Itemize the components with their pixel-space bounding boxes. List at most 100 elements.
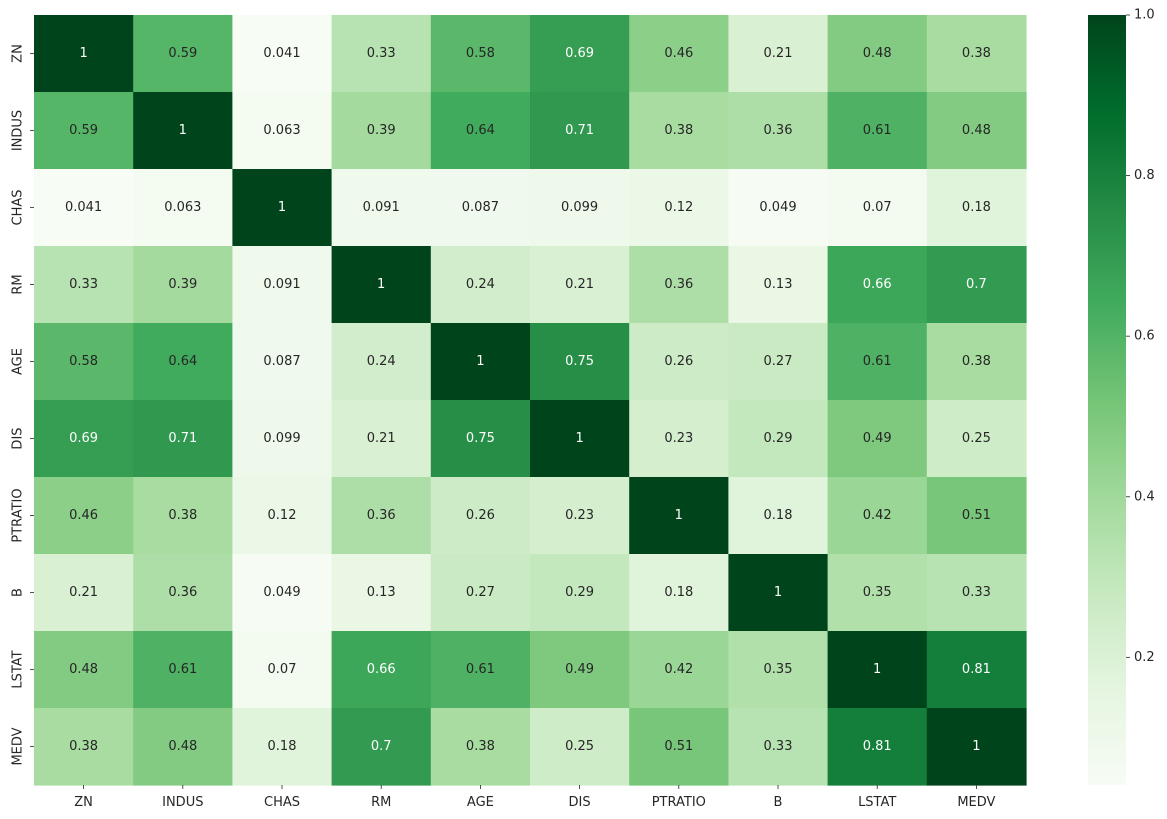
cell-annotation: 0.48: [863, 46, 892, 61]
heatmap-cell-CHAS-INDUS: [133, 169, 233, 247]
cell-annotation: 0.61: [863, 354, 892, 369]
cell-annotation: 0.69: [565, 46, 594, 61]
heatmap-cell-B-PTRATIO: [629, 554, 729, 632]
heatmap-cell-RM-PTRATIO: [629, 246, 729, 324]
cell-annotation: 0.33: [367, 46, 396, 61]
cell-annotation: 1: [873, 662, 881, 677]
cell-annotation: 0.59: [168, 46, 197, 61]
heatmap-cell-AGE-MEDV: [926, 323, 1027, 401]
heatmap-cell-INDUS-CHAS: [232, 92, 333, 170]
heatmap-cell-DIS-AGE: [430, 400, 531, 478]
cell-annotation: 0.18: [962, 200, 991, 215]
heatmap-cell-INDUS-B: [728, 92, 829, 170]
y-tick-label-LSTAT: LSTAT: [11, 650, 26, 688]
x-tick-label-ZN: ZN: [74, 795, 93, 810]
cell-annotation: 0.21: [69, 585, 98, 600]
cell-annotation: 0.091: [363, 200, 400, 215]
heatmap-cell-PTRATIO-PTRATIO: [629, 477, 729, 555]
heatmap-cell-INDUS-ZN: [34, 92, 134, 170]
cell-annotation: 0.58: [466, 46, 495, 61]
heatmap-cell-PTRATIO-INDUS: [133, 477, 233, 555]
y-axis-ticks: ZN INDUS CHAS RM AGE DIS PTRATIO B LSTAT MEDV: [11, 44, 34, 766]
cell-annotation: 0.25: [962, 431, 991, 446]
cell-annotation: 0.42: [863, 508, 892, 523]
cell-annotation: 0.26: [466, 508, 495, 523]
cell-annotation: 0.38: [168, 508, 197, 523]
cell-annotation: 0.33: [764, 739, 793, 754]
cell-annotation: 0.24: [367, 354, 396, 369]
colorbar-tick-label: 1.0: [1134, 8, 1155, 23]
heatmap-cell-CHAS-RM: [331, 169, 432, 247]
heatmap-cell-ZN-ZN: [34, 15, 134, 93]
cell-annotation: 0.42: [664, 662, 693, 677]
cell-annotation: 0.099: [561, 200, 598, 215]
cell-annotation: 0.46: [69, 508, 98, 523]
colorbar-tick-label: 0.2: [1134, 650, 1155, 665]
heatmap-cell-B-B: [728, 554, 829, 632]
heatmap-cell-LSTAT-RM: [331, 631, 432, 709]
cell-annotation: 0.7: [966, 277, 987, 292]
cell-annotation: 0.66: [863, 277, 892, 292]
cell-annotation: 0.29: [764, 431, 793, 446]
x-tick-label-RM: RM: [371, 795, 391, 810]
x-tick-label-AGE: AGE: [467, 795, 494, 810]
x-tick-label-PTRATIO: PTRATIO: [652, 795, 706, 810]
heatmap-cell-ZN-B: [728, 15, 829, 93]
heatmap-cell-MEDV-DIS: [530, 708, 630, 786]
heatmap-cell-INDUS-LSTAT: [827, 92, 928, 170]
heatmap-cell-MEDV-RM: [331, 708, 432, 786]
heatmap-cell-AGE-CHAS: [232, 323, 333, 401]
cell-annotation: 0.48: [962, 123, 991, 138]
y-tick-label-RM: RM: [11, 274, 26, 294]
cell-annotation: 0.61: [863, 123, 892, 138]
heatmap-cell-AGE-RM: [331, 323, 432, 401]
x-tick-label-CHAS: CHAS: [264, 795, 300, 810]
cell-annotation: 0.36: [764, 123, 793, 138]
cell-annotation: 0.049: [263, 585, 300, 600]
heatmap-cell-MEDV-AGE: [430, 708, 531, 786]
cell-annotation: 0.29: [565, 585, 594, 600]
heatmap-cell-RM-AGE: [430, 246, 531, 324]
heatmap-cell-AGE-AGE: [430, 323, 531, 401]
cell-annotation: 0.49: [863, 431, 892, 446]
heatmap-cell-AGE-DIS: [530, 323, 630, 401]
heatmap-cell-CHAS-B: [728, 169, 829, 247]
heatmap-cell-CHAS-ZN: [34, 169, 134, 247]
cell-annotation: 0.33: [962, 585, 991, 600]
y-tick-label-B: B: [11, 588, 26, 597]
heatmap-cell-CHAS-MEDV: [926, 169, 1027, 247]
heatmap-cell-LSTAT-B: [728, 631, 829, 709]
heatmap-cell-DIS-MEDV: [926, 400, 1027, 478]
colorbar: 0.2 0.4 0.6 0.8 1.0: [1088, 8, 1155, 785]
cell-annotation: 0.51: [962, 508, 991, 523]
cell-annotation: 0.71: [565, 123, 594, 138]
x-tick-label-INDUS: INDUS: [162, 795, 203, 810]
heatmap-cell-INDUS-PTRATIO: [629, 92, 729, 170]
heatmap-cell-LSTAT-MEDV: [926, 631, 1027, 709]
heatmap-cell-PTRATIO-DIS: [530, 477, 630, 555]
heatmap-cell-ZN-INDUS: [133, 15, 233, 93]
heatmap-cell-B-AGE: [430, 554, 531, 632]
heatmap-cell-AGE-INDUS: [133, 323, 233, 401]
heatmap-cell-PTRATIO-B: [728, 477, 829, 555]
cell-annotation: 0.39: [168, 277, 197, 292]
cell-annotation: 0.041: [65, 200, 102, 215]
cell-annotation: 1: [774, 585, 782, 600]
heatmap-cell-B-CHAS: [232, 554, 333, 632]
heatmap-cell-LSTAT-ZN: [34, 631, 134, 709]
heatmap-cell-DIS-RM: [331, 400, 432, 478]
heatmap-cell-RM-MEDV: [926, 246, 1027, 324]
heatmap-cell-RM-B: [728, 246, 829, 324]
cell-annotation: 0.07: [268, 662, 297, 677]
heatmap-cell-PTRATIO-AGE: [430, 477, 531, 555]
heatmap-cell-DIS-LSTAT: [827, 400, 928, 478]
y-tick-label-CHAS: CHAS: [11, 190, 26, 226]
heatmap-cell-PTRATIO-MEDV: [926, 477, 1027, 555]
cell-annotation: 0.33: [69, 277, 98, 292]
heatmap-cell-B-ZN: [34, 554, 134, 632]
colorbar-tick-label: 0.6: [1134, 329, 1155, 344]
cell-annotation: 1: [278, 200, 286, 215]
cell-annotation: 0.26: [664, 354, 693, 369]
heatmap-cell-ZN-DIS: [530, 15, 630, 93]
y-tick-label-MEDV: MEDV: [11, 727, 26, 765]
